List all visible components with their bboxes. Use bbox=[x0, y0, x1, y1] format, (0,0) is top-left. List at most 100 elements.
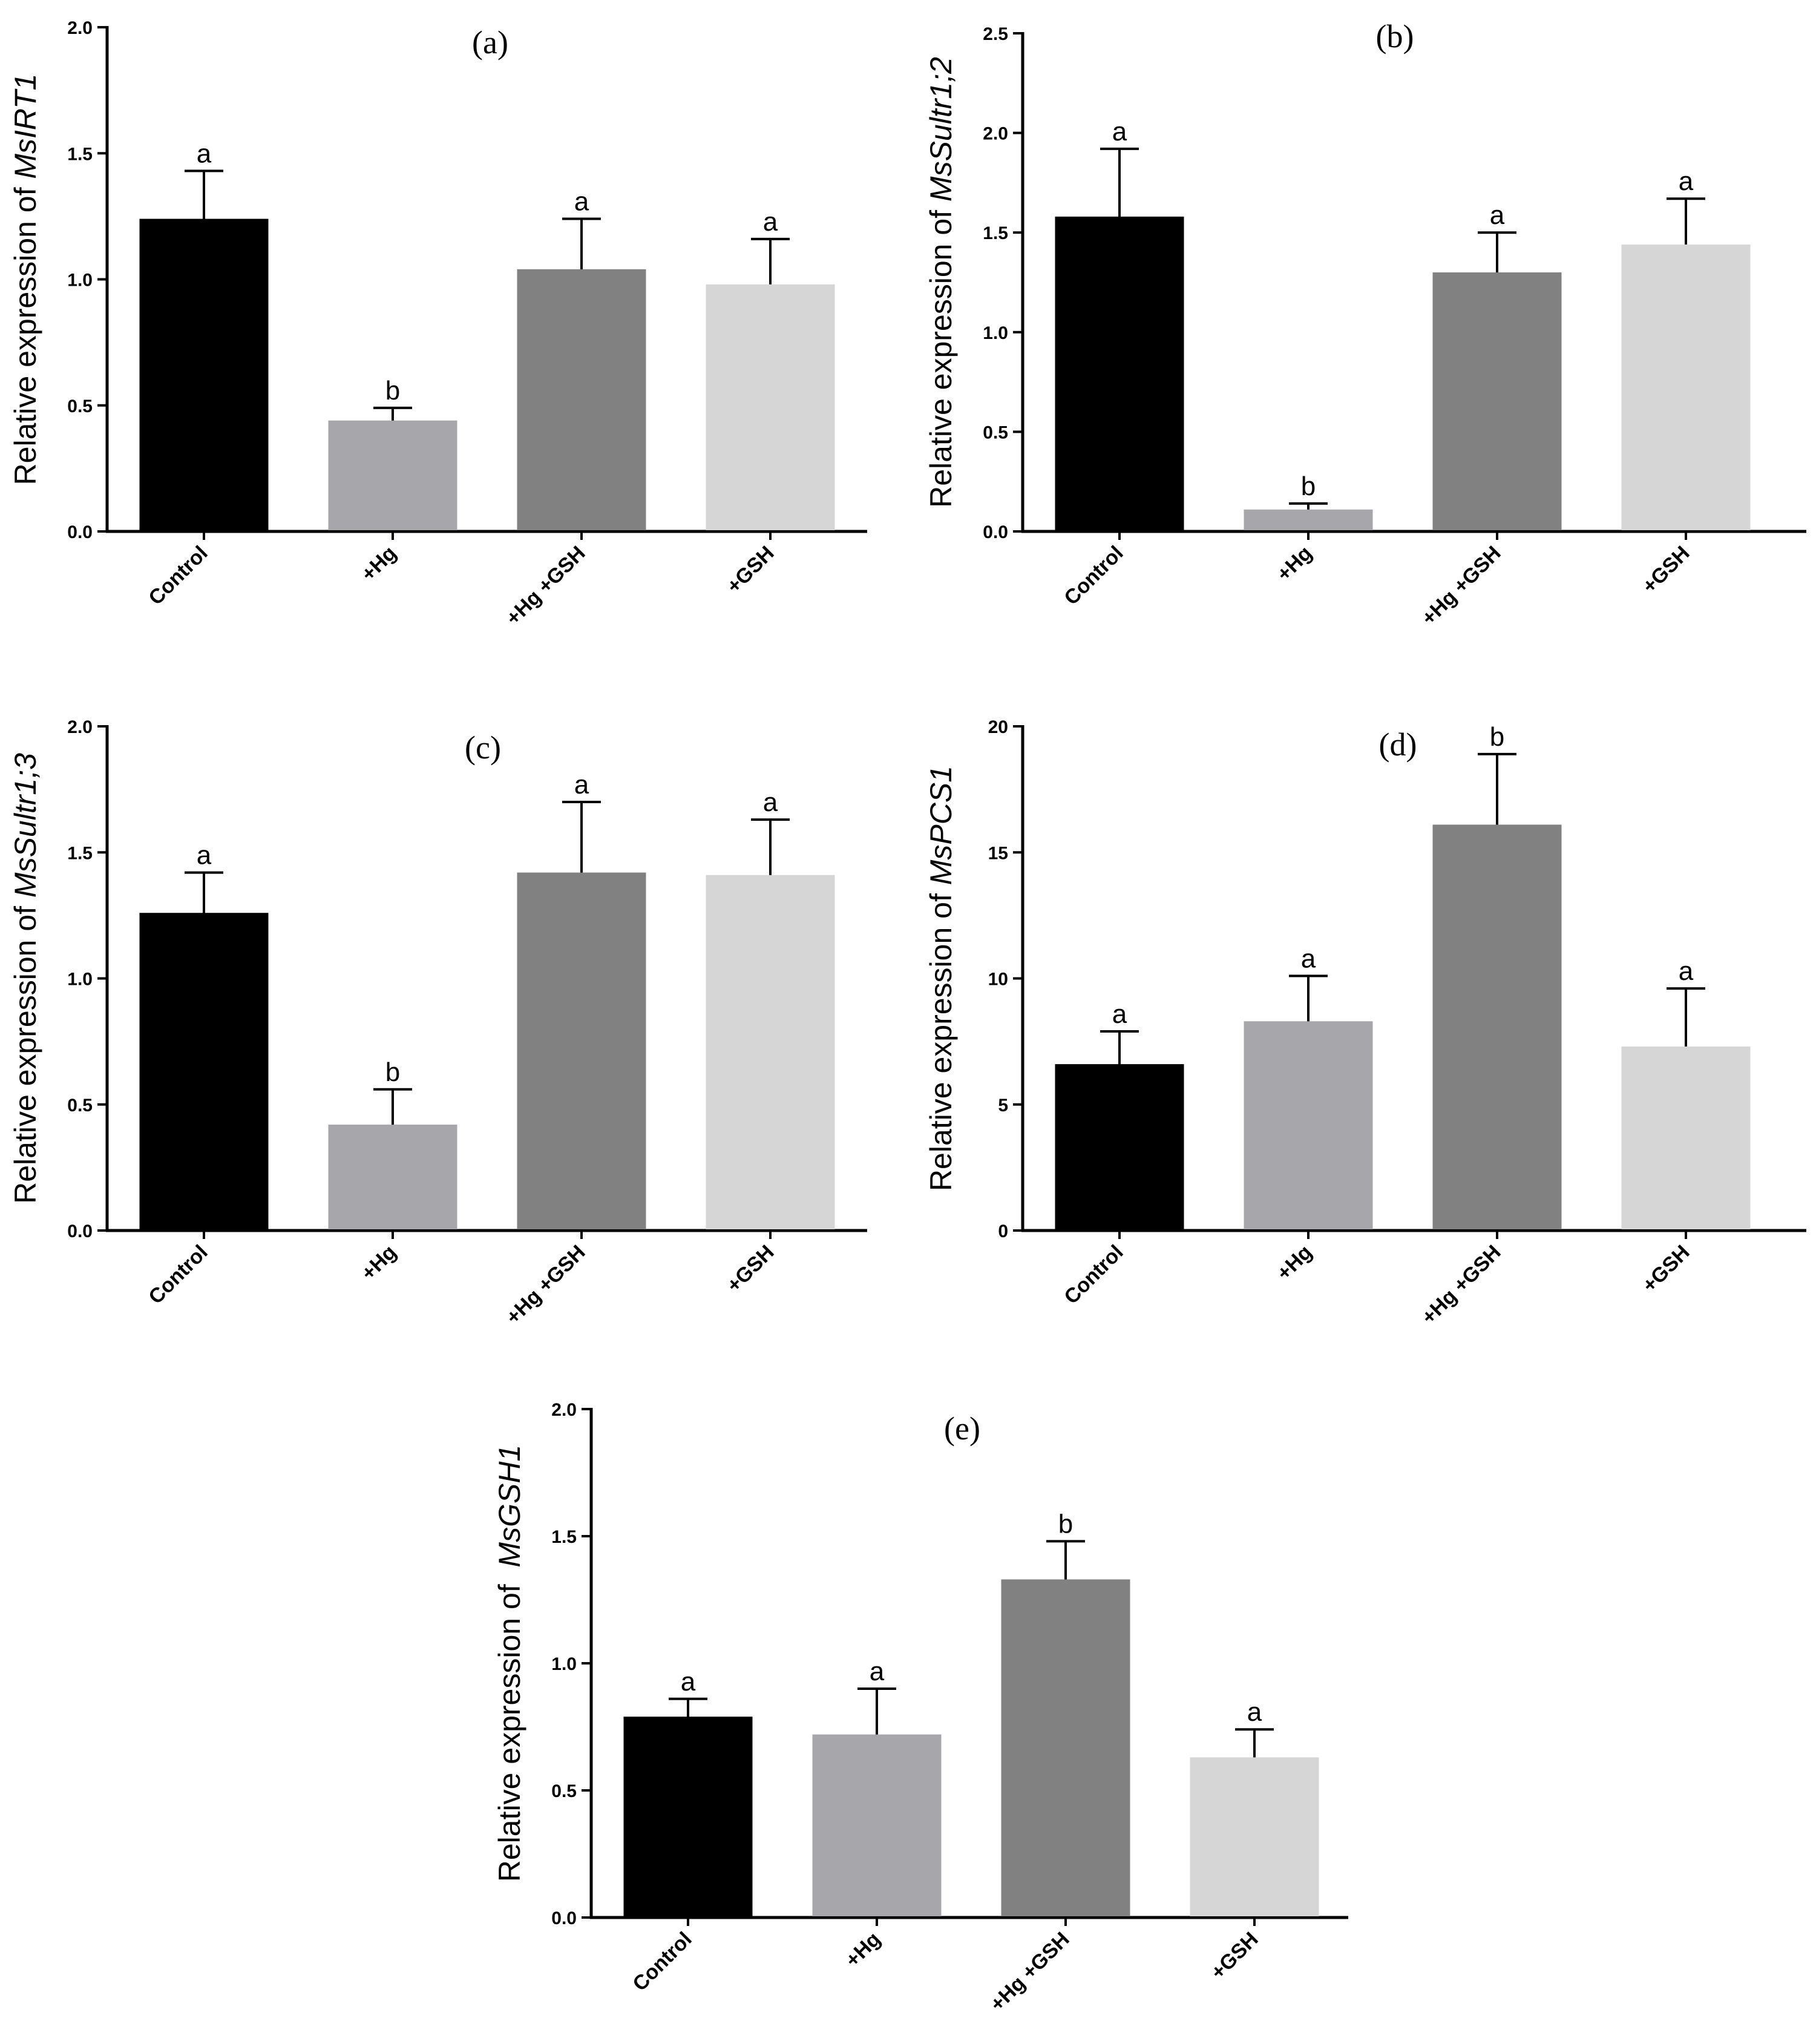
significance-label: a bbox=[1679, 166, 1694, 196]
y-tick-label: 0 bbox=[998, 1221, 1008, 1241]
bar bbox=[1055, 216, 1184, 530]
category-label: +GSH bbox=[723, 542, 779, 598]
y-axis-label-prefix: Relative expression of bbox=[924, 885, 958, 1191]
bar bbox=[706, 875, 835, 1229]
y-tick-label: 2.0 bbox=[551, 1400, 577, 1420]
y-axis-label-prefix: Relative expression of bbox=[8, 898, 42, 1204]
y-axis-label-gene: MsSultr1;3 bbox=[8, 753, 42, 898]
significance-label: b bbox=[385, 376, 400, 406]
significance-label: a bbox=[574, 187, 589, 217]
category-label: +Hg bbox=[841, 1928, 885, 1972]
y-tick-label: 2.0 bbox=[67, 18, 93, 38]
significance-label: b bbox=[385, 1057, 400, 1087]
category-label: Control bbox=[628, 1928, 696, 1996]
y-tick-label: 1.0 bbox=[983, 323, 1008, 343]
bar bbox=[1621, 1046, 1751, 1229]
y-tick-label: 1.5 bbox=[67, 144, 93, 164]
y-tick-label: 0.5 bbox=[551, 1781, 577, 1801]
y-tick-label: 1.0 bbox=[67, 271, 93, 291]
category-label: +Hg bbox=[1273, 542, 1317, 586]
significance-label: a bbox=[197, 139, 212, 168]
significance-label: a bbox=[681, 1667, 696, 1697]
y-tick-label: 1.0 bbox=[67, 970, 93, 990]
significance-label: b bbox=[1490, 722, 1504, 752]
y-axis-label: Relative expression of MsSultr1;2 bbox=[924, 57, 958, 508]
significance-label: a bbox=[1301, 944, 1316, 973]
bar bbox=[1055, 1064, 1184, 1229]
y-axis-label: Relative expression of MsIRT1 bbox=[8, 74, 42, 485]
y-tick-label: 0.0 bbox=[551, 1908, 577, 1928]
panel-title: (e) bbox=[944, 1410, 980, 1447]
category-label: +Hg bbox=[357, 542, 401, 586]
bar bbox=[1190, 1757, 1319, 1916]
bar bbox=[1244, 1021, 1373, 1229]
significance-label: a bbox=[197, 841, 212, 870]
panel-title: (d) bbox=[1379, 726, 1417, 763]
bar bbox=[139, 219, 269, 530]
significance-label: a bbox=[870, 1657, 885, 1686]
category-label: +Hg bbox=[1273, 1241, 1317, 1285]
bar bbox=[517, 269, 646, 530]
category-label: Control bbox=[1060, 542, 1127, 610]
y-tick-label: 2.5 bbox=[983, 24, 1008, 44]
bar bbox=[706, 284, 835, 530]
bar bbox=[1001, 1579, 1130, 1916]
significance-label: a bbox=[1247, 1697, 1262, 1727]
category-label: Control bbox=[1060, 1241, 1127, 1309]
y-axis-label-gene: MsIRT1 bbox=[8, 74, 42, 179]
category-label: +Hg +GSH bbox=[502, 542, 590, 630]
y-axis-label-prefix: Relative expression of bbox=[8, 179, 42, 485]
category-label: Control bbox=[144, 542, 212, 610]
significance-label: b bbox=[1301, 472, 1316, 501]
chart-panel-4: 0.0 0.5 1.0 1.5 2.0 a Control a +Hg b +Hg +GSH a +GS… bbox=[493, 1400, 1348, 2016]
y-axis-label: Relative expression of MsSultr1;3 bbox=[8, 753, 42, 1204]
category-label: +GSH bbox=[723, 1241, 779, 1297]
panel-title: (c) bbox=[465, 729, 501, 766]
significance-label: a bbox=[763, 207, 778, 237]
y-tick-label: 20 bbox=[988, 717, 1008, 737]
y-tick-label: 10 bbox=[988, 970, 1008, 990]
y-tick-label: 0.0 bbox=[983, 522, 1008, 542]
bar bbox=[517, 872, 646, 1229]
category-label: +Hg +GSH bbox=[1417, 1241, 1506, 1329]
y-tick-label: 0.5 bbox=[67, 396, 93, 416]
y-tick-label: 2.0 bbox=[983, 124, 1008, 144]
bar bbox=[1244, 509, 1373, 530]
significance-label: a bbox=[1679, 956, 1694, 986]
category-label: +GSH bbox=[1207, 1928, 1263, 1984]
category-label: +Hg +GSH bbox=[502, 1241, 590, 1329]
y-axis-label: Relative expression of MsPCS1 bbox=[924, 766, 958, 1191]
bar bbox=[1621, 244, 1751, 530]
y-axis-label-gene: MsPCS1 bbox=[924, 766, 958, 885]
bar bbox=[328, 420, 457, 530]
category-label: +GSH bbox=[1638, 542, 1694, 598]
y-tick-label: 1.0 bbox=[551, 1654, 577, 1674]
chart-panel-3: 0 5 10 15 20 a Control a +Hg b +Hg +GSH a +GSH (d) Rel… bbox=[924, 717, 1806, 1329]
y-tick-label: 2.0 bbox=[67, 717, 93, 737]
category-label: Control bbox=[144, 1241, 212, 1309]
category-label: +Hg +GSH bbox=[986, 1928, 1074, 2016]
bar bbox=[139, 913, 269, 1229]
y-tick-label: 0.0 bbox=[67, 1221, 93, 1241]
category-label: +GSH bbox=[1638, 1241, 1694, 1297]
y-tick-label: 0.0 bbox=[67, 522, 93, 542]
y-tick-label: 5 bbox=[998, 1096, 1008, 1116]
category-label: +Hg +GSH bbox=[1417, 542, 1506, 630]
y-axis-label: Relative expression of MsGSH1 bbox=[493, 1445, 526, 1882]
significance-label: a bbox=[574, 770, 589, 800]
bar bbox=[812, 1734, 942, 1916]
y-axis-label-gene: MsSultr1;2 bbox=[924, 57, 958, 202]
y-axis-label-gene: MsGSH1 bbox=[493, 1445, 526, 1568]
bar bbox=[1432, 272, 1562, 530]
y-tick-label: 0.5 bbox=[983, 422, 1008, 442]
significance-label: a bbox=[1490, 200, 1505, 230]
chart-panel-2: 0.0 0.5 1.0 1.5 2.0 a Control b +Hg a +Hg +GSH a +GS… bbox=[8, 717, 867, 1329]
y-axis-label-prefix: Relative expression of bbox=[924, 202, 958, 508]
chart-panel-0: 0.0 0.5 1.0 1.5 2.0 a Control b +Hg a +Hg +GSH a +GS… bbox=[8, 18, 867, 630]
y-tick-label: 0.5 bbox=[67, 1096, 93, 1116]
significance-label: a bbox=[1112, 999, 1127, 1029]
category-label: +Hg bbox=[357, 1241, 401, 1285]
significance-label: a bbox=[1112, 117, 1127, 146]
y-axis-label-prefix: Relative expression of bbox=[493, 1568, 526, 1882]
